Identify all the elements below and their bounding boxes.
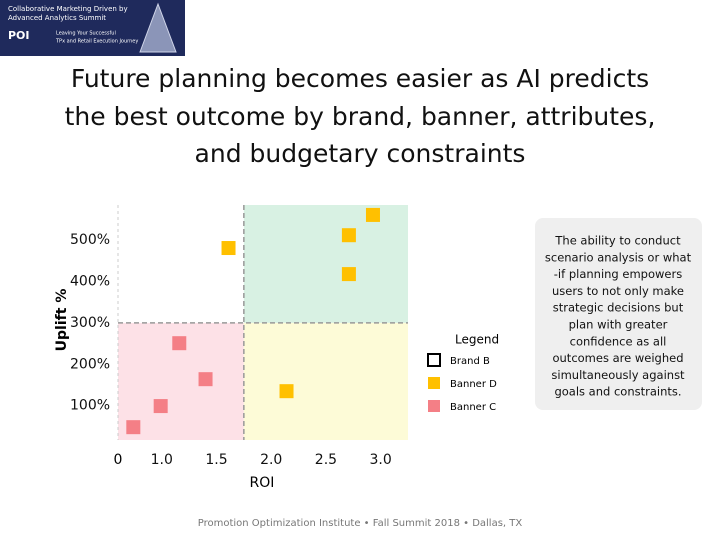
side-note-line: goals and constraints.	[554, 385, 681, 399]
side-note-line: simultaneously against	[551, 368, 685, 382]
x-tick-label: 3.0	[370, 452, 392, 468]
x-tick-label: 2.5	[315, 452, 337, 468]
logo-sub: Leaving Your Successful	[56, 31, 116, 37]
y-tick-label: 200%	[70, 356, 110, 372]
x-tick-label: 2.0	[260, 452, 282, 468]
point	[341, 267, 356, 282]
side-note-line: -if planning empowers	[554, 267, 682, 281]
title: and budgetary constraints	[195, 139, 526, 168]
legend-swatch	[427, 353, 441, 367]
title: Future planning becomes easier as AI pre…	[71, 64, 649, 93]
legend-title: Legend	[455, 333, 499, 347]
footer: Promotion Optimization Institute • Fall …	[198, 518, 523, 529]
y-tick-label: 400%	[70, 274, 110, 290]
side-note-line: The ability to conduct	[554, 234, 681, 248]
legend-label: Brand B	[450, 356, 490, 367]
point	[126, 420, 141, 435]
title: the best outcome by brand, banner, attri…	[65, 102, 656, 131]
legend-swatch	[428, 400, 440, 412]
logo-text: Collaborative Marketing Driven by	[8, 5, 128, 13]
origin-label: 0	[114, 452, 123, 468]
logo-sub: TPx and Retail Execution Journey	[55, 39, 138, 45]
point	[198, 372, 213, 387]
y-axis-label: Uplift %	[54, 289, 70, 352]
y-tick-label: 100%	[70, 398, 110, 414]
quadrant	[243, 322, 408, 440]
quadrant	[118, 205, 244, 323]
x-tick-label: 1.5	[205, 452, 227, 468]
logo-mark: POI	[8, 29, 30, 42]
y-tick-label: 300%	[70, 315, 110, 331]
quadrant	[243, 205, 408, 323]
x-axis-label: ROI	[250, 475, 275, 491]
legend-label: Banner C	[450, 402, 496, 413]
legend-swatch	[428, 377, 440, 389]
side-note-box	[535, 218, 702, 410]
side-note-line: plan with greater	[569, 318, 668, 332]
point	[341, 228, 356, 243]
legend-label: Banner D	[450, 379, 497, 390]
side-note-line: strategic decisions but	[553, 301, 684, 315]
side-note-line: confidence as all	[570, 334, 667, 348]
logo-pyramid	[139, 2, 177, 53]
side-note-line: users to not only make	[552, 284, 684, 298]
x-tick-label: 1.0	[151, 452, 173, 468]
logo-text: Advanced Analytics Summit	[8, 14, 106, 22]
point	[365, 207, 380, 222]
point	[172, 336, 187, 351]
side-note-line: scenario analysis or what	[545, 250, 692, 264]
point	[153, 399, 168, 414]
y-tick-label: 500%	[70, 232, 110, 248]
side-note-line: outcomes are weighed	[552, 351, 683, 365]
point	[221, 241, 236, 256]
point	[279, 384, 294, 399]
